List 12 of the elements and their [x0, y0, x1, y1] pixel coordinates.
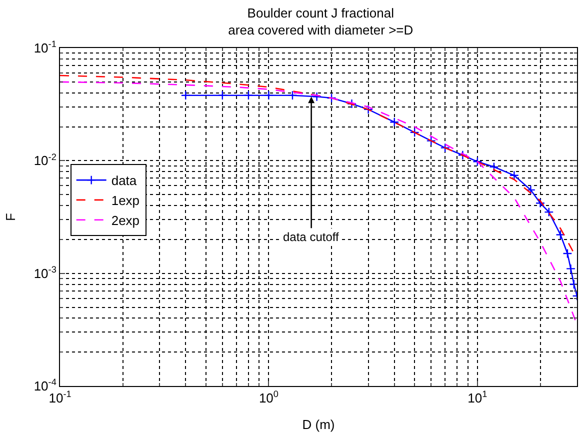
legend-label: data	[111, 173, 138, 188]
x-tick-label: 10$^{1}$	[468, 389, 488, 406]
y-tick-label: 10$^{-1}$	[34, 39, 56, 56]
y-axis-title: F	[2, 212, 18, 221]
annotation: data cutoff	[283, 230, 340, 244]
x-axis-title: D (m)	[302, 417, 335, 432]
y-tick-label: 10$^{-3}$	[34, 264, 56, 281]
legend-label: 1exp	[111, 193, 140, 208]
legend-label: 2exp	[111, 212, 140, 228]
y-tick-label: 10$^{-2}$	[34, 152, 56, 168]
chart-title: Boulder count J fractional area covered with diameter >=D	[228, 6, 414, 38]
x-tick-label: 10$^{0}$	[258, 389, 278, 406]
